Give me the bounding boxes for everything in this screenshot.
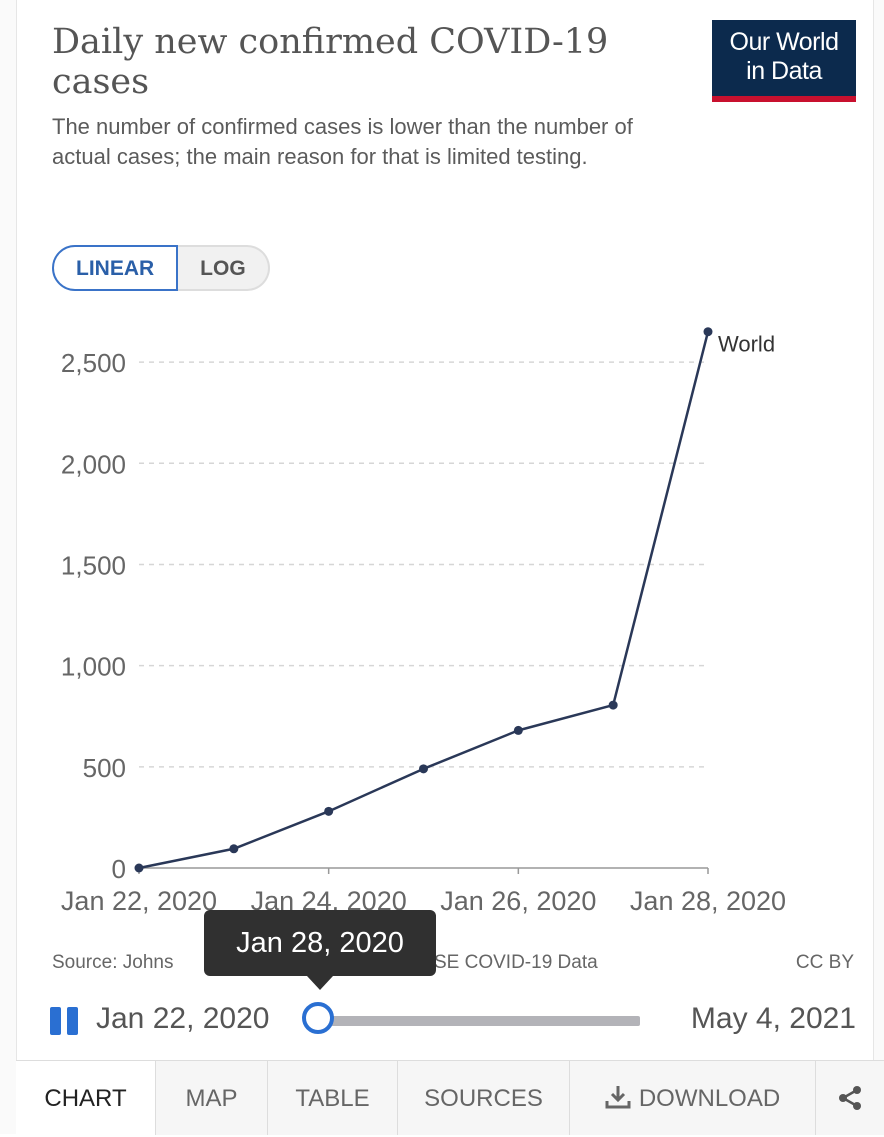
y-tick-label: 0	[112, 854, 126, 884]
data-point	[703, 327, 713, 337]
tab-download-label: DOWNLOAD	[638, 1085, 781, 1112]
linear-scale-button[interactable]: LINEAR	[52, 245, 179, 291]
x-tick-label: Jan 28, 2020	[630, 886, 786, 916]
license-link[interactable]: CC BY	[795, 952, 854, 973]
grid-layer	[139, 361, 708, 768]
tab-sources[interactable]: SOURCES	[398, 1061, 570, 1135]
series-line	[138, 331, 710, 870]
y-tick-label: 1,000	[61, 652, 126, 682]
x-tick-label: Jan 22, 2020	[61, 886, 217, 916]
tab-map[interactable]: MAP	[156, 1061, 268, 1135]
page-right-edge	[873, 0, 884, 1134]
share-icon	[839, 1086, 861, 1110]
chart-subtitle: The number of confirmed cases is lower t…	[52, 114, 633, 169]
axis-layer: 0 500 1,000 1,500 2,000 2,500 Jan 22, 2020 Jan …	[61, 348, 786, 916]
timeline-tooltip: Jan 28, 2020	[204, 910, 436, 990]
source-note: Source: Johns	[52, 952, 173, 974]
x-tick-label: Jan 26, 2020	[440, 886, 596, 916]
source-note-right: SE COVID-19 Data	[434, 952, 598, 974]
page-left-edge	[0, 0, 17, 1134]
source-text-right: SE COVID-19 Data	[434, 952, 598, 973]
logo-line-1: Our World	[729, 28, 839, 56]
timeline-end-label[interactable]: May 4, 2021	[690, 1002, 856, 1035]
data-point	[229, 844, 239, 854]
owid-logo[interactable]: Our World in Data	[712, 20, 856, 102]
tab-table[interactable]: TABLE	[268, 1061, 398, 1135]
source-text-left: Source: Johns	[52, 952, 174, 973]
y-tick-label: 500	[83, 753, 126, 783]
timeline-handle[interactable]	[302, 1002, 334, 1034]
scale-toggle: LINEAR LOG	[52, 245, 270, 291]
chart-tabs: CHART MAP TABLE SOURCES DOWNLOAD	[16, 1060, 884, 1135]
data-point	[513, 725, 523, 735]
series-label: World	[718, 332, 775, 357]
tab-chart[interactable]: CHART	[16, 1061, 156, 1135]
pause-icon[interactable]	[50, 1007, 80, 1035]
log-scale-button[interactable]: LOG	[178, 245, 270, 291]
y-tick-label: 2,000	[61, 449, 126, 479]
data-point	[134, 863, 144, 873]
data-point	[419, 764, 428, 774]
download-icon	[605, 1086, 631, 1109]
tab-share[interactable]	[816, 1061, 884, 1135]
tab-download[interactable]: DOWNLOAD	[570, 1061, 816, 1135]
timeline-track[interactable]	[316, 1016, 640, 1026]
y-tick-label: 2,500	[61, 348, 126, 378]
timeline-start-label[interactable]: Jan 22, 2020	[96, 1002, 270, 1035]
data-point	[608, 700, 618, 710]
logo-line-2: in Data	[746, 57, 822, 85]
line-chart: 0 500 1,000 1,500 2,000 2,500 Jan 22, 2020 Jan …	[61, 327, 786, 916]
chart-title: Daily new confirmed COVID-19 cases	[52, 22, 609, 102]
y-tick-label: 1,500	[61, 550, 126, 580]
series-layer: World	[134, 327, 775, 873]
data-point	[324, 806, 334, 816]
